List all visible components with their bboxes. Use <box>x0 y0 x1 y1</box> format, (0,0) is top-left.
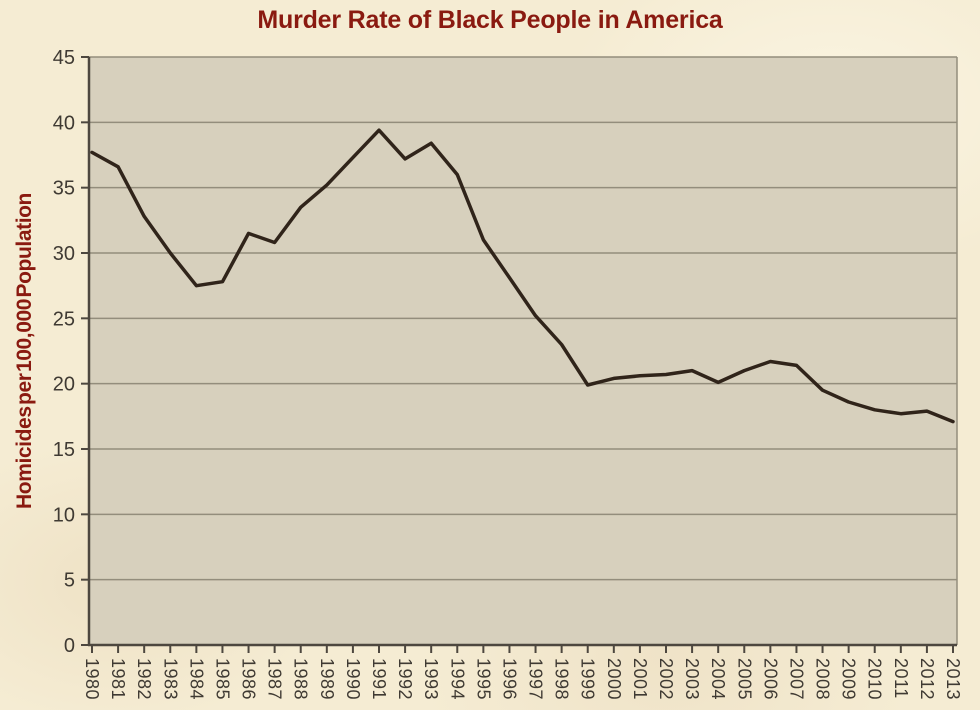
x-tick-label: 2009 <box>839 658 859 700</box>
x-tick-label: 2013 <box>943 658 963 700</box>
x-tick-label: 1988 <box>291 658 311 700</box>
x-tick-label: 2000 <box>604 658 624 700</box>
y-tick-label: 45 <box>53 47 75 69</box>
x-tick-label: 1984 <box>186 658 206 700</box>
series-line <box>90 128 955 424</box>
x-tick-label: 2010 <box>865 658 885 700</box>
x-tick-label: 1982 <box>134 658 154 700</box>
y-tick-label: 30 <box>53 243 75 265</box>
x-tick-label: 2002 <box>656 658 676 700</box>
y-tick-label: 20 <box>53 374 75 396</box>
x-tick-label: 1986 <box>239 658 259 700</box>
x-tick-label: 1983 <box>160 658 180 700</box>
plot-area <box>89 57 957 645</box>
x-tick-label: 1997 <box>526 658 546 700</box>
x-tick-label: 1994 <box>447 658 467 700</box>
chart-title: Murder Rate of Black People in America <box>257 6 723 34</box>
x-tick-label: 2011 <box>891 658 911 699</box>
x-tick-label: 1985 <box>212 658 232 700</box>
x-tick-label: 2005 <box>734 658 754 700</box>
x-tick-label: 2004 <box>708 658 728 700</box>
x-tick-label: 1989 <box>317 658 337 700</box>
x-tick-label: 1995 <box>473 658 493 700</box>
x-tick-label: 1981 <box>108 658 128 700</box>
x-tick-label: 1999 <box>578 658 598 700</box>
x-tick-label: 2006 <box>760 658 780 700</box>
x-tick-label: 1992 <box>395 658 415 700</box>
y-tick-label: 40 <box>53 112 75 134</box>
x-tick-label: 1998 <box>552 658 572 700</box>
x-tick-label: 1987 <box>265 658 285 700</box>
x-tick-label: 2001 <box>630 658 650 700</box>
y-tick-label: 15 <box>53 439 75 461</box>
y-tick-label: 5 <box>64 570 75 592</box>
x-tick-label: 2012 <box>917 658 937 700</box>
x-tick-label: 2003 <box>682 658 702 700</box>
y-tick-label: 25 <box>53 308 75 330</box>
x-tick-label: 1993 <box>421 658 441 700</box>
y-tick-label: 10 <box>53 504 75 526</box>
y-tick-label: 0 <box>64 635 75 657</box>
x-tick-label: 1990 <box>343 658 363 700</box>
x-tick-label: 1991 <box>369 658 389 700</box>
x-tick-label: 1980 <box>82 658 102 700</box>
y-tick-label: 35 <box>53 178 75 200</box>
x-tick-label: 2007 <box>786 658 806 700</box>
x-tick-label: 1996 <box>499 658 519 700</box>
x-tick-label: 2008 <box>813 658 833 700</box>
